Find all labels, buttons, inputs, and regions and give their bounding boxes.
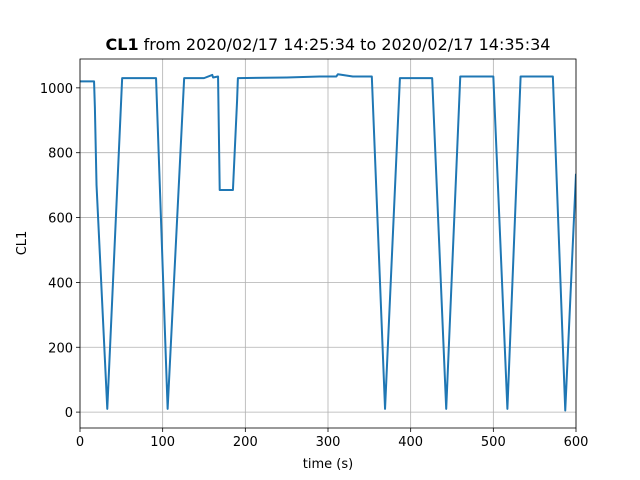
y-tick-label: 400: [48, 276, 73, 291]
y-tick-label: 0: [65, 406, 73, 421]
data-line: [80, 73, 576, 412]
y-tick-label: 800: [48, 147, 73, 162]
y-tick-label: 600: [48, 212, 73, 227]
chart-title: CL1 from 2020/02/17 14:25:34 to 2020/02/1…: [106, 35, 551, 54]
y-tick-label: 200: [48, 341, 73, 356]
x-tick-label: 0: [76, 435, 84, 450]
x-tick-label: 100: [150, 435, 175, 450]
x-tick-label: 600: [564, 435, 589, 450]
x-tick-label: 400: [398, 435, 423, 450]
title-rest: from 2020/02/17 14:25:34 to 2020/02/17 1…: [144, 35, 551, 54]
y-axis-label: CL1: [15, 231, 30, 256]
x-tick-label: 200: [233, 435, 258, 450]
title-bold: CL1: [106, 35, 139, 54]
x-tick-label: 500: [481, 435, 506, 450]
y-tick-label: 1000: [40, 82, 73, 97]
plot-frame: [79, 58, 577, 429]
x-axis-label: time (s): [303, 457, 353, 472]
x-tick-label: 300: [316, 435, 341, 450]
